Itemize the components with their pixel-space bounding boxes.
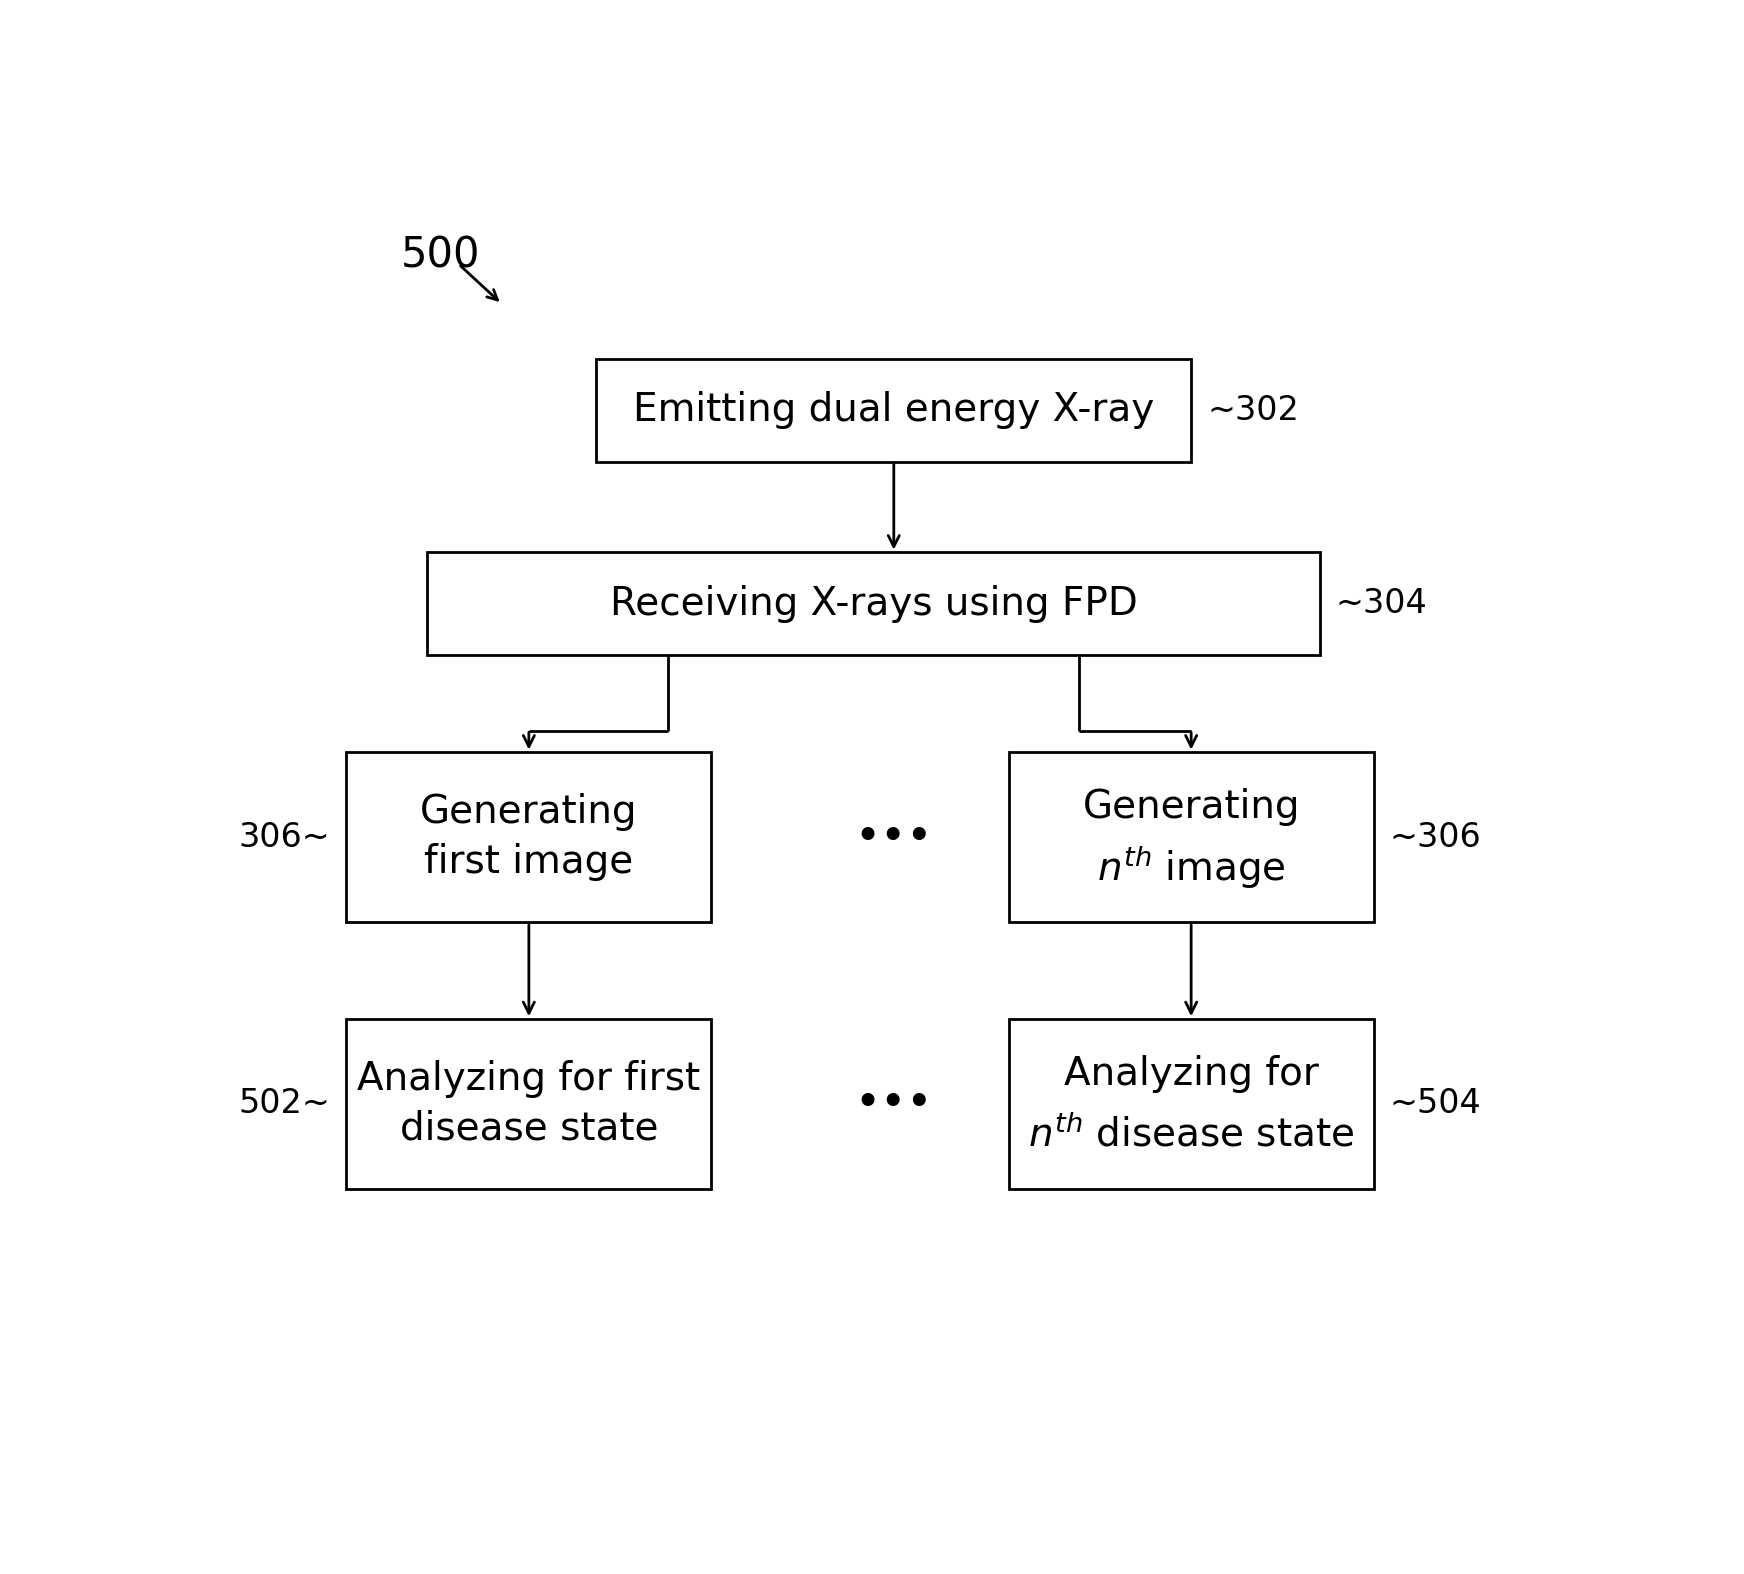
Text: $n^{th}$ disease state: $n^{th}$ disease state [1027,1114,1355,1154]
Text: Generating: Generating [1083,789,1299,826]
Text: ∼306: ∼306 [1390,820,1482,853]
Text: Analyzing for first
disease state: Analyzing for first disease state [358,1059,701,1147]
Text: $n^{th}$ image: $n^{th}$ image [1097,844,1285,891]
Bar [427,552,1320,655]
Text: Analyzing for: Analyzing for [1064,1055,1318,1092]
Bar [347,1018,712,1188]
Bar [347,752,712,922]
Text: 500: 500 [401,235,480,277]
Text: ∼504: ∼504 [1390,1088,1482,1121]
Text: ∼302: ∼302 [1207,394,1299,427]
Bar [1008,752,1374,922]
Text: 306∼: 306∼ [239,820,330,853]
Text: ∼304: ∼304 [1336,587,1428,620]
Text: •••: ••• [855,815,933,859]
Text: Generating
first image: Generating first image [420,793,638,881]
Bar [1008,1018,1374,1188]
Text: •••: ••• [855,1083,933,1125]
Text: Receiving X-rays using FPD: Receiving X-rays using FPD [610,586,1137,623]
Text: 502∼: 502∼ [239,1088,330,1121]
Text: Emitting dual energy X-ray: Emitting dual energy X-ray [633,390,1155,430]
Bar [596,359,1191,461]
